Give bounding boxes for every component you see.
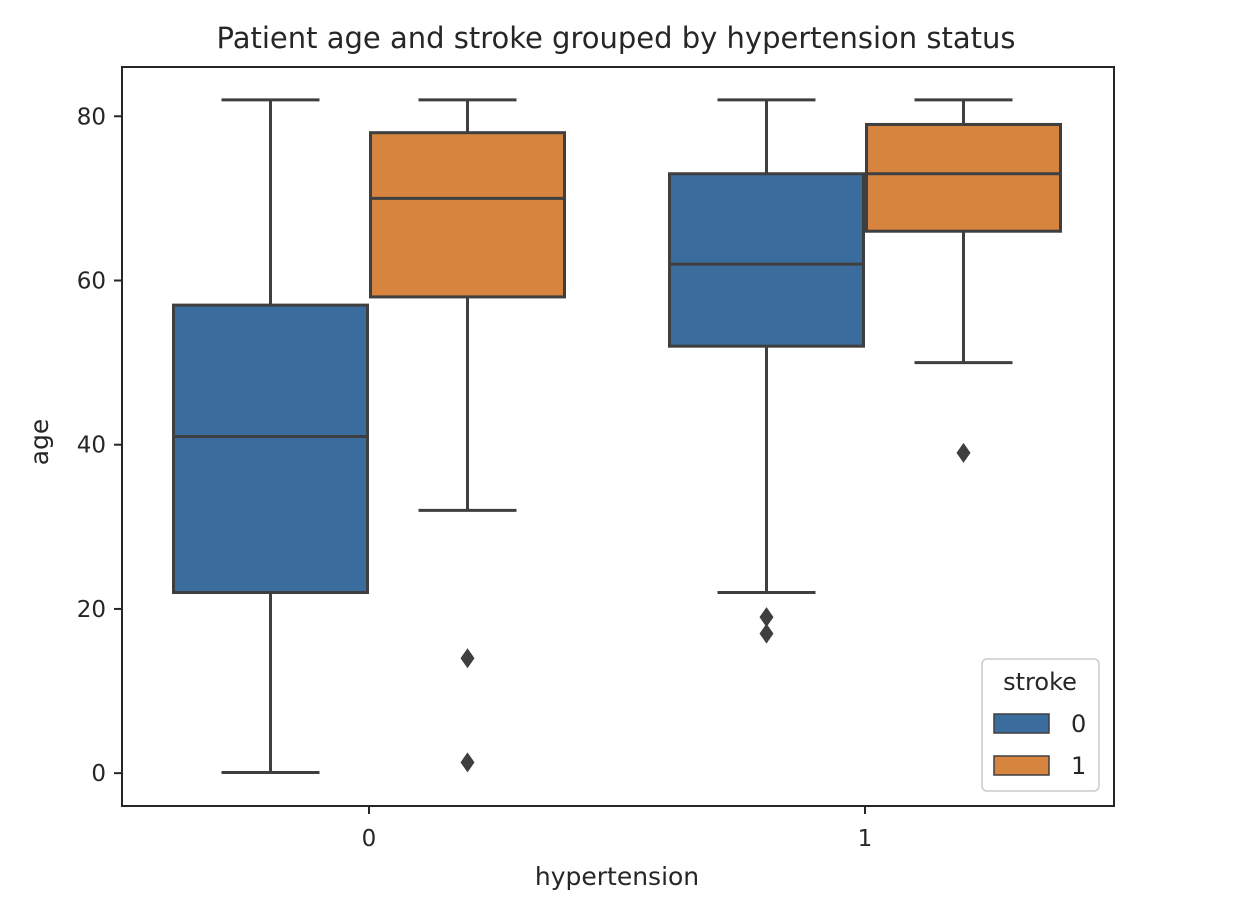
y-axis-ticks: 0 20 40 60 80: [77, 104, 122, 787]
y-tick-label-0: 0: [91, 761, 106, 787]
box-group-series-1-cat-1: [865, 98, 1062, 463]
outlier-point-series-1-cat-1-0: [956, 442, 971, 463]
legend: stroke 0 1: [981, 658, 1100, 792]
legend-swatch-1: [993, 755, 1050, 776]
plot-area: [172, 98, 1062, 774]
y-axis-label: age: [25, 419, 54, 466]
outlier-point-series-1-cat-0-1: [460, 752, 475, 773]
box-group-series-0-cat-1: [668, 98, 865, 644]
chart-title: Patient age and stroke grouped by hypert…: [217, 21, 1016, 55]
legend-title: stroke: [1003, 668, 1077, 696]
x-tick-label-0: 0: [362, 826, 377, 852]
legend-swatch-0: [993, 713, 1050, 734]
y-tick-label-20: 20: [77, 597, 106, 623]
x-axis-label: hypertension: [535, 862, 699, 891]
y-tick-label-40: 40: [77, 433, 106, 459]
box-series-0-cat-1: [668, 172, 865, 348]
outlier-point-series-1-cat-0-0: [460, 648, 475, 669]
legend-label-1: 1: [1071, 752, 1086, 780]
y-tick-label-80: 80: [77, 104, 106, 130]
outlier-point-series-0-cat-1-0: [759, 607, 774, 628]
legend-label-0: 0: [1071, 710, 1086, 738]
box-series-1-cat-0: [369, 131, 566, 299]
x-tick-label-1: 1: [858, 826, 873, 852]
box-series-1-cat-1: [865, 122, 1062, 233]
axes-frame: [121, 66, 1115, 807]
box-series-0-cat-0: [172, 303, 369, 595]
outlier-point-series-0-cat-1-1: [759, 623, 774, 644]
box-group-series-0-cat-0: [172, 98, 369, 774]
y-tick-label-60: 60: [77, 268, 106, 294]
box-group-series-1-cat-0: [369, 98, 566, 773]
